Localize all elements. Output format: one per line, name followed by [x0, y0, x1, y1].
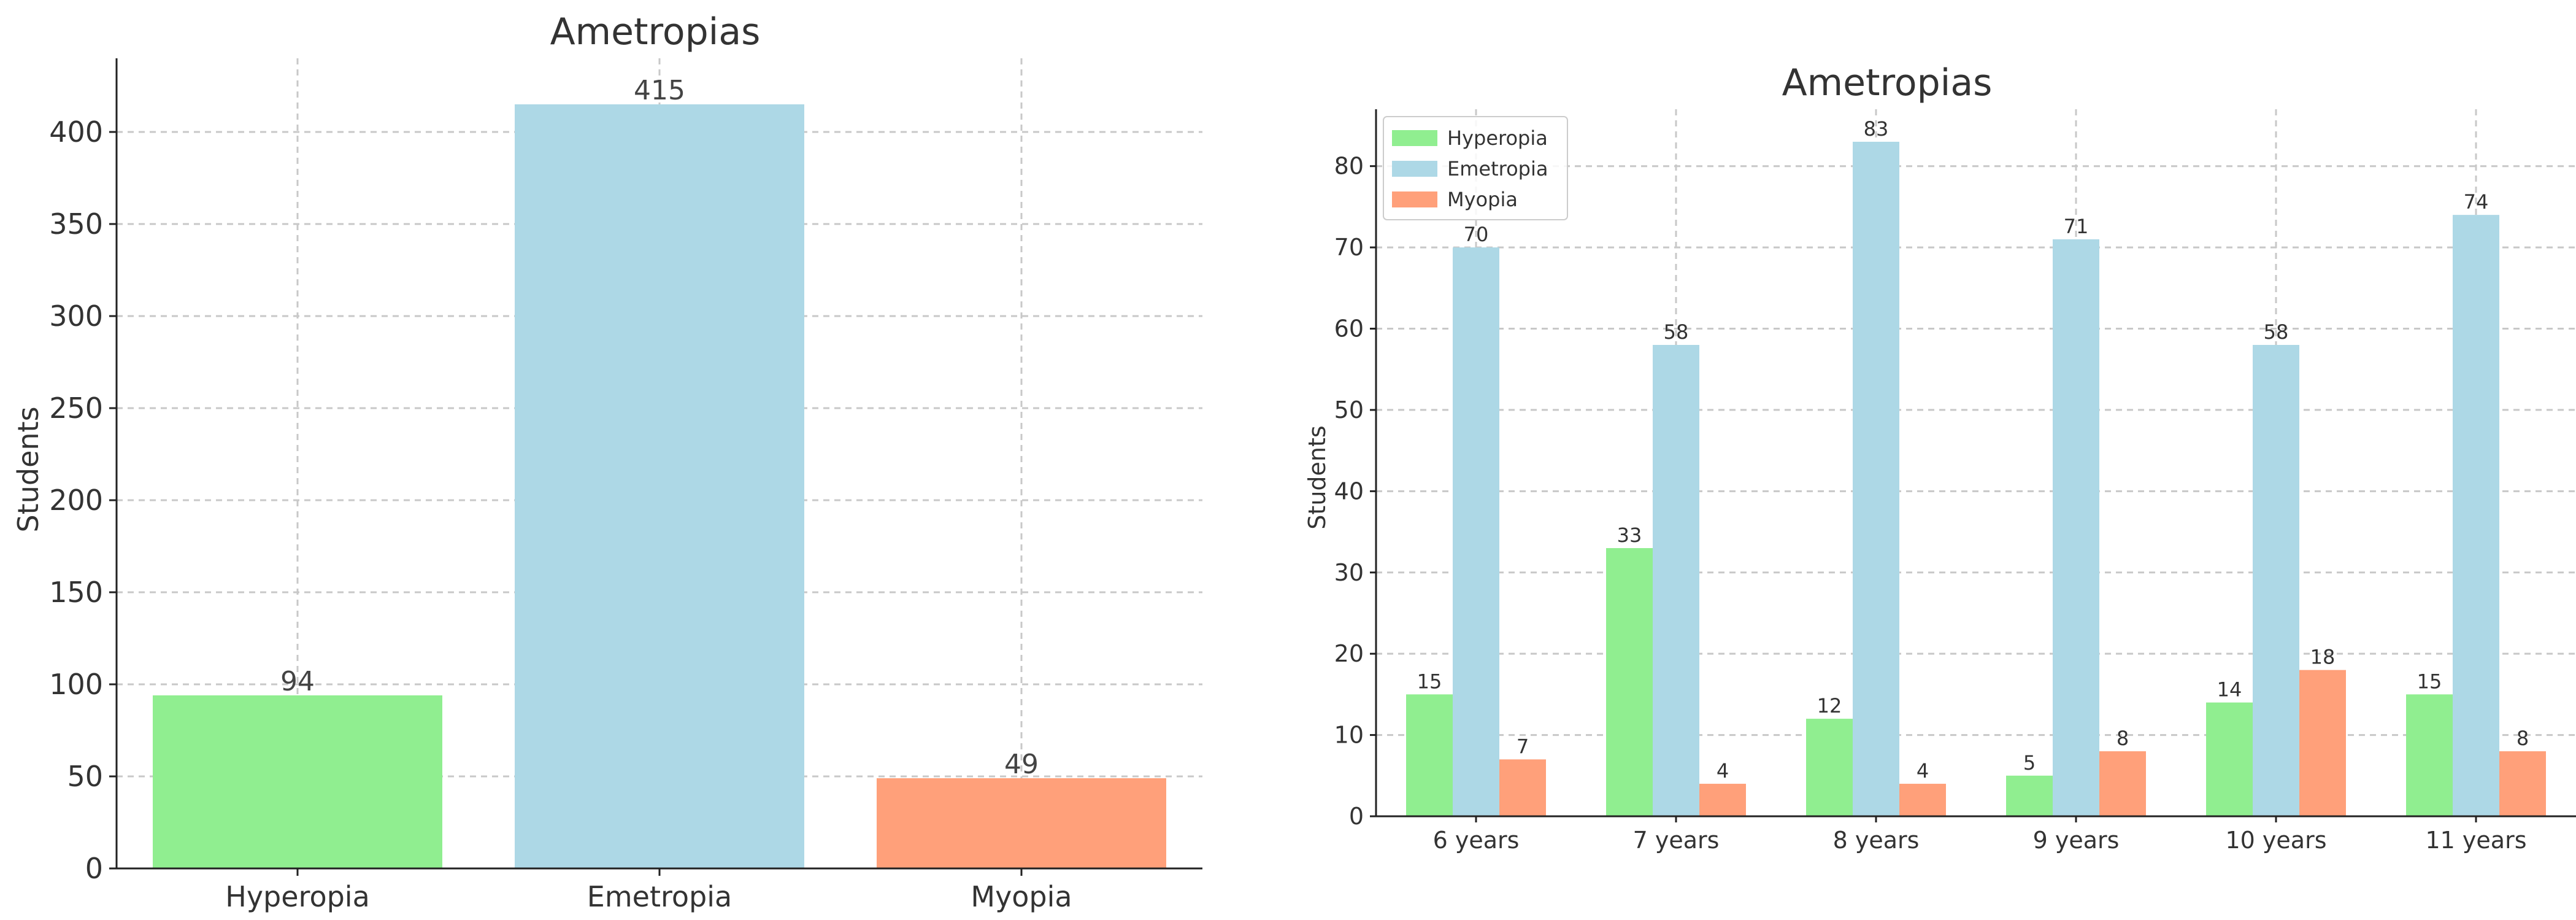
chart2-legend-label: Myopia [1447, 188, 1518, 211]
chart1-bar-myopia [877, 778, 1166, 868]
chart2-legend: Hyperopia Emetropia Myopia [1383, 116, 1568, 220]
chart2-data-label: 15 [1417, 670, 1442, 693]
chart-ametropias-by-age: Ametropias Students 0 10 20 30 40 50 60 70 80 6 … [1304, 61, 2576, 854]
chart2-data-label: 83 [1864, 117, 1889, 141]
chart2-bar-hyperopia [2406, 694, 2453, 816]
chart2-xtick-label: 7 years [1633, 827, 1720, 854]
chart1-ytick-label: 200 [49, 484, 103, 517]
chart2-bar-emetropia [1653, 345, 1699, 816]
chart2-xtick-label: 10 years [2225, 827, 2326, 854]
chart2-data-label: 18 [2310, 646, 2336, 669]
chart1-data-label: 415 [634, 75, 685, 106]
chart2-data-label: 7 [1517, 735, 1529, 758]
chart2-ytick-label: 20 [1334, 640, 1364, 667]
chart2-legend-label: Hyperopia [1447, 126, 1548, 150]
chart2-bar-emetropia [1853, 141, 1899, 816]
chart2-ytick-label: 50 [1334, 396, 1364, 423]
chart2-data-label: 5 [2023, 751, 2036, 775]
chart2-data-label: 58 [2264, 320, 2289, 344]
chart2-ytick-label: 70 [1334, 234, 1364, 261]
chart2-x-ticks: 6 years 7 years 8 years 9 years 10 years 11 y… [1433, 816, 2527, 854]
chart2-ytick-label: 30 [1334, 559, 1364, 586]
chart1-bars [153, 104, 1166, 868]
chart2-bar-emetropia [2053, 239, 2099, 816]
chart2-bar-emetropia [2253, 345, 2299, 816]
chart2-data-labels: 15 70 7 33 58 4 12 83 4 5 71 8 14 58 18 15 74 8 [1417, 117, 2529, 783]
chart2-data-label: 74 [2464, 190, 2489, 214]
chart1-ytick-label: 150 [49, 576, 103, 609]
chart2-bar-myopia [1899, 784, 1946, 816]
chart2-bar-hyperopia [1806, 719, 1853, 816]
chart2-data-label: 33 [1617, 524, 1642, 547]
chart2-title: Ametropias [1782, 61, 1993, 104]
chart2-bar-myopia [2099, 751, 2146, 816]
chart1-bar-hyperopia [153, 695, 442, 868]
chart1-data-labels: 94 415 49 [280, 75, 1039, 780]
chart2-ytick-label: 40 [1334, 477, 1364, 504]
chart2-bar-myopia [1499, 759, 1546, 816]
chart2-ytick-label: 60 [1334, 315, 1364, 342]
chart2-axes [1375, 109, 2576, 818]
chart2-bar-myopia [2299, 670, 2346, 816]
chart1-title: Ametropias [550, 10, 761, 53]
chart2-bar-hyperopia [1606, 548, 1653, 816]
chart1-xtick-label: Myopia [971, 880, 1072, 913]
chart2-data-label: 8 [2117, 727, 2129, 750]
chart2-data-label: 4 [1917, 759, 1929, 783]
chart1-ytick-label: 400 [49, 115, 103, 149]
chart2-data-label: 71 [2064, 215, 2089, 238]
chart1-ytick-label: 250 [49, 392, 103, 425]
chart2-data-label: 70 [1464, 223, 1489, 246]
chart2-bar-hyperopia [2206, 702, 2253, 816]
chart1-y-ticks: 0 50 100 150 200 250 300 350 400 [49, 115, 117, 885]
chart2-ytick-label: 80 [1334, 153, 1364, 180]
chart2-ylabel: Students [1304, 425, 1331, 529]
chart2-legend-swatch [1392, 130, 1437, 146]
chart2-ytick-label: 10 [1334, 722, 1364, 749]
chart1-ylabel: Students [12, 406, 45, 532]
chart1-data-label: 94 [280, 666, 315, 697]
chart2-bar-myopia [2499, 751, 2546, 816]
chart2-bar-hyperopia [2006, 775, 2053, 816]
chart1-ytick-label: 100 [49, 668, 103, 701]
chart2-data-label: 12 [1817, 694, 1842, 717]
chart2-xtick-label: 6 years [1433, 827, 1520, 854]
chart1-xtick-label: Hyperopia [225, 880, 370, 913]
chart2-legend-label: Emetropia [1447, 157, 1548, 180]
chart2-legend-swatch [1392, 161, 1437, 177]
chart2-xtick-label: 11 years [2425, 827, 2526, 854]
chart1-ytick-label: 50 [67, 760, 103, 793]
chart2-bars [1406, 141, 2546, 816]
chart2-data-label: 14 [2217, 678, 2242, 702]
chart1-ytick-label: 0 [85, 852, 103, 885]
chart2-bar-emetropia [2453, 215, 2499, 816]
chart2-data-label: 15 [2417, 670, 2442, 693]
chart2-y-ticks: 0 10 20 30 40 50 60 70 80 [1334, 153, 1376, 830]
chart2-bar-myopia [1699, 784, 1746, 816]
chart1-data-label: 49 [1004, 749, 1039, 780]
chart1-xtick-label: Emetropia [587, 880, 732, 913]
chart2-data-label: 4 [1717, 759, 1729, 783]
chart1-ytick-label: 350 [49, 207, 103, 241]
chart2-ytick-label: 0 [1349, 803, 1364, 830]
chart2-legend-swatch [1392, 191, 1437, 207]
chart2-bar-hyperopia [1406, 694, 1453, 816]
chart2-xtick-label: 8 years [1833, 827, 1920, 854]
chart-total-ametropias: Ametropias Students 0 50 100 150 200 250 300 35… [12, 10, 1202, 913]
chart2-xtick-label: 9 years [2033, 827, 2120, 854]
chart2-data-label: 8 [2516, 727, 2529, 750]
chart2-bar-emetropia [1453, 247, 1499, 816]
chart1-bar-emetropia [515, 104, 804, 868]
chart2-data-label: 58 [1664, 320, 1689, 344]
chart1-ytick-label: 300 [49, 300, 103, 333]
chart1-x-ticks: Hyperopia Emetropia Myopia [225, 868, 1072, 913]
